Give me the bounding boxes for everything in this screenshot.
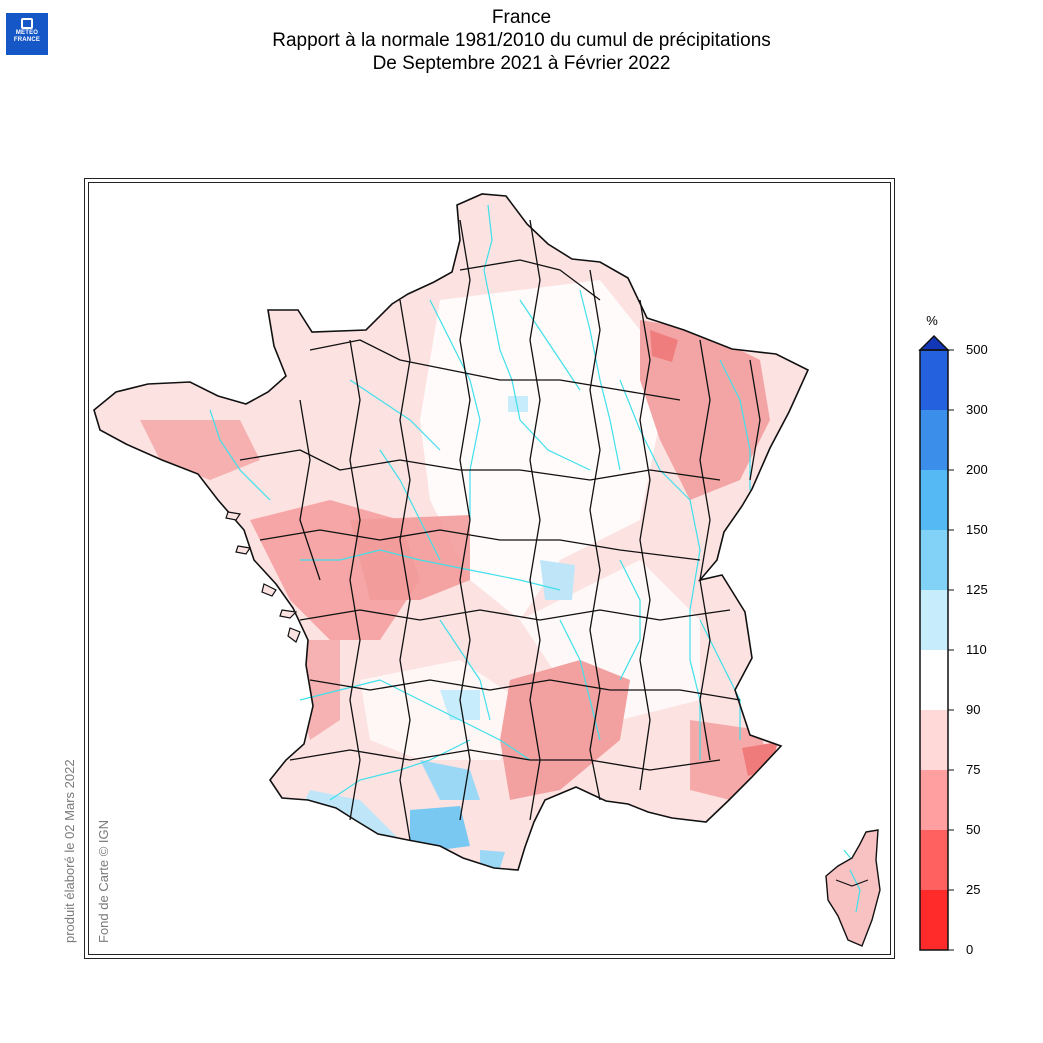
legend-label: 25 [966, 882, 981, 897]
legend-label: 125 [966, 582, 988, 597]
deficit-zone-north-east [640, 320, 770, 500]
river-line [483, 204, 591, 471]
island [287, 627, 301, 643]
island [235, 545, 252, 555]
legend-label: 200 [966, 462, 988, 477]
river-line [519, 299, 581, 391]
department-border [309, 339, 681, 401]
island [279, 609, 298, 619]
title-line-1: France [491, 7, 552, 28]
deficit-zone-brittany [140, 420, 260, 480]
meteo-france-logo: METEO FRANCE [6, 13, 48, 55]
river-line [300, 549, 561, 591]
basemap-credit: Fond de Carte © IGN [96, 819, 111, 943]
legend-label: 0 [966, 942, 974, 957]
river-line [619, 559, 641, 681]
atlantic-islands [225, 511, 301, 643]
legend-label: 150 [966, 522, 988, 537]
department-border [639, 299, 651, 791]
surplus-zone-pyrenees [410, 806, 470, 850]
river-line [849, 869, 861, 913]
department-border [459, 259, 601, 301]
department-border [309, 679, 741, 701]
department-border [259, 529, 701, 561]
department-border [589, 269, 601, 801]
department-border [239, 449, 721, 481]
river-line [429, 299, 481, 520]
near-normal-zone [420, 280, 660, 620]
logo-icon [21, 18, 33, 29]
legend-bin [920, 890, 948, 950]
legend-unit: % [926, 313, 938, 328]
river-line [439, 619, 491, 721]
river-line [329, 739, 471, 801]
map-frame [84, 178, 895, 959]
department-border [349, 339, 361, 821]
river-line [579, 289, 621, 471]
department-border [299, 399, 321, 581]
corsica-outline [825, 829, 881, 947]
corsica [825, 829, 881, 947]
anomaly-layer [94, 194, 808, 870]
legend-label: 300 [966, 402, 988, 417]
legend-bin [920, 410, 948, 470]
legend-bin [920, 770, 948, 830]
legend-bin [920, 590, 948, 650]
legend-label: 500 [966, 342, 988, 357]
legend-bin [920, 530, 948, 590]
legend-label: 50 [966, 822, 981, 837]
department-borders [239, 219, 761, 841]
department-border [835, 879, 869, 887]
title-line-3: De Septembre 2021 à Février 2022 [372, 53, 671, 74]
production-date-credit: produit élaboré le 02 Mars 2022 [62, 759, 77, 943]
legend-bin [920, 710, 948, 770]
surplus-zone-limousin [440, 690, 480, 720]
river-line [349, 379, 441, 451]
department-border [749, 359, 761, 481]
legend-label: 90 [966, 702, 981, 717]
title-line-2: Rapport à la normale 1981/2010 du cumul … [272, 30, 771, 51]
legend-bin [920, 350, 948, 410]
legend-label: 110 [966, 642, 987, 657]
department-border [529, 219, 541, 821]
surplus-zone-east-pyrenees [480, 850, 505, 868]
river-line [209, 409, 271, 501]
legend-max-arrow [918, 334, 950, 351]
department-border [289, 749, 721, 771]
river-line [719, 359, 751, 490]
surplus-zone-paris [508, 396, 528, 412]
surplus-zone-auvergne [540, 560, 575, 600]
river-line [299, 679, 531, 761]
legend-bin [920, 470, 948, 530]
department-border [459, 219, 471, 821]
deficit-zone-south-centre [500, 660, 630, 800]
legend-colorbar [918, 334, 954, 951]
department-border [299, 609, 731, 621]
island [225, 511, 242, 521]
legend-bin [920, 830, 948, 890]
map-title: France Rapport à la normale 1981/2010 du… [0, 6, 1043, 75]
map-frame-inner [88, 182, 891, 955]
river-line [619, 379, 701, 760]
legend-label: 75 [966, 762, 981, 777]
department-border [699, 339, 711, 761]
department-border [399, 299, 411, 841]
strong-deficit-lorraine [650, 330, 678, 362]
island [261, 583, 277, 597]
legend-bin [920, 650, 948, 710]
river-line [379, 449, 441, 561]
